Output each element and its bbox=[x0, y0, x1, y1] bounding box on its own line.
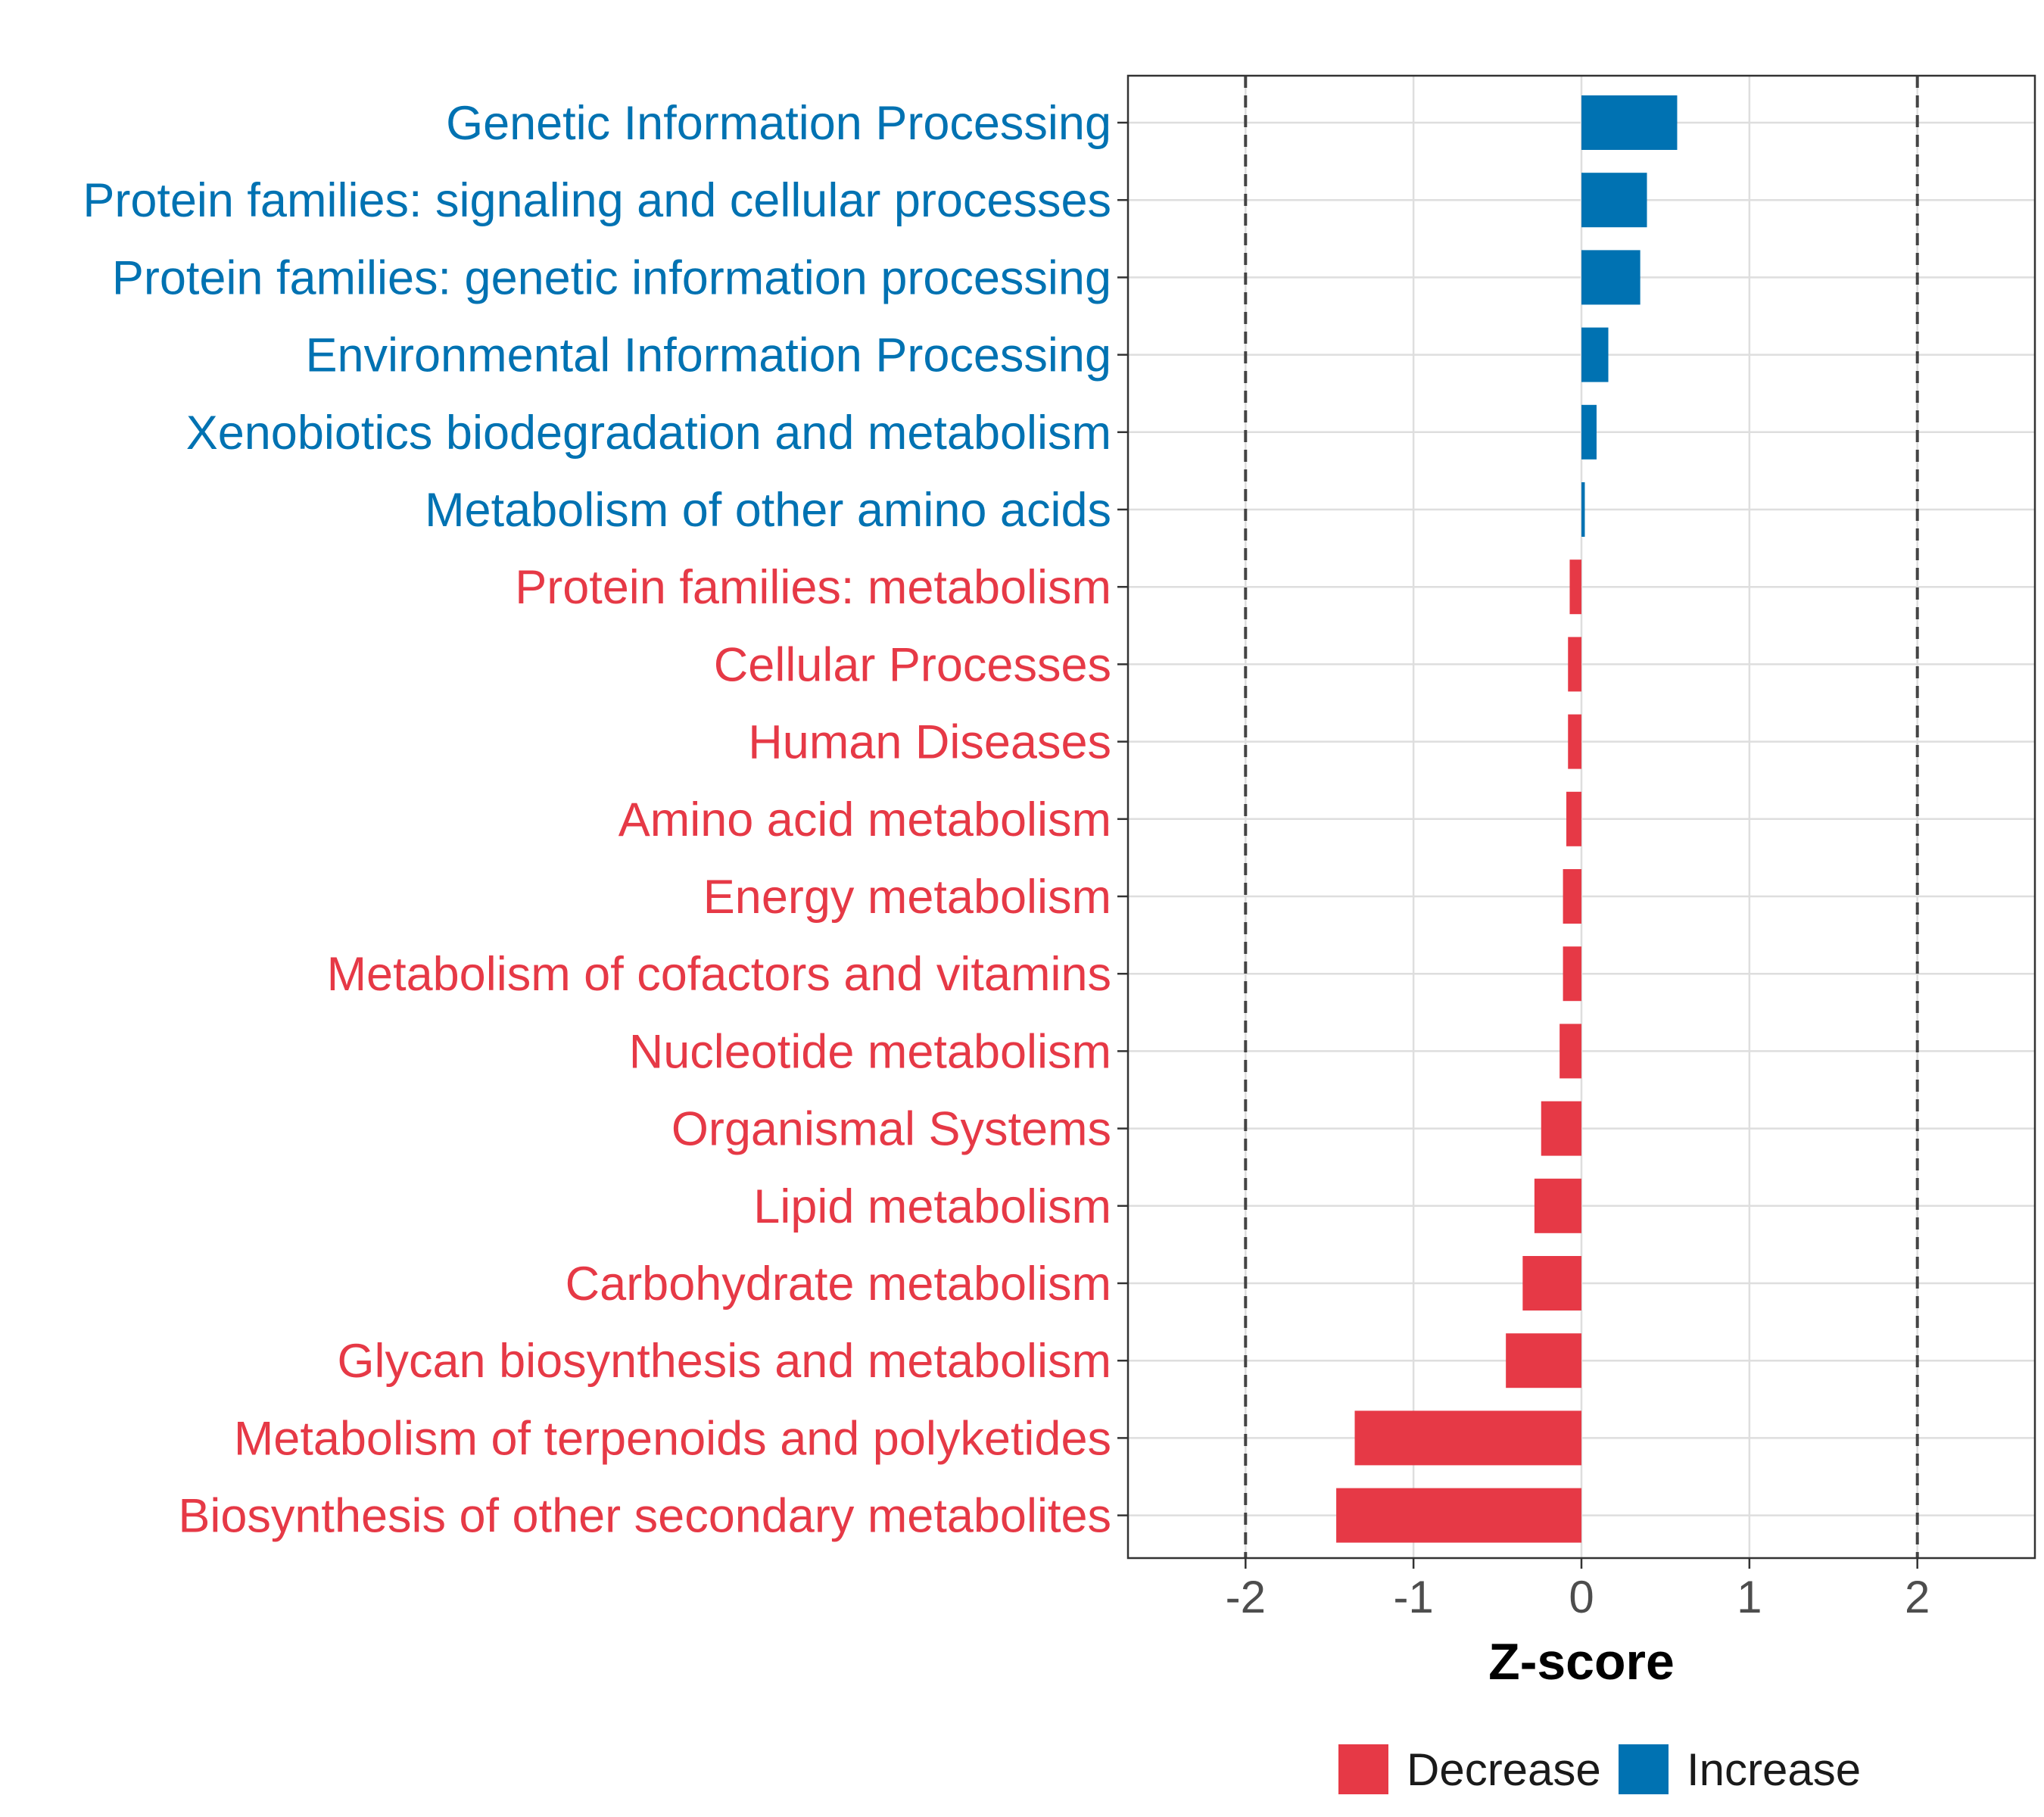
bar bbox=[1563, 946, 1581, 1002]
bar bbox=[1534, 1178, 1581, 1233]
category-label: Metabolism of terpenoids and polyketides bbox=[234, 1412, 1111, 1465]
category-label: Environmental Information Processing bbox=[305, 329, 1111, 382]
bar bbox=[1581, 404, 1597, 460]
category-label: Protein families: signaling and cellular… bbox=[83, 174, 1111, 227]
bar bbox=[1569, 559, 1581, 615]
bar bbox=[1354, 1410, 1581, 1466]
bar bbox=[1559, 1024, 1581, 1079]
legend: Decrease Increase bbox=[1338, 1744, 1861, 1795]
bar bbox=[1568, 714, 1581, 769]
category-label: Genetic Information Processing bbox=[446, 97, 1111, 150]
x-tick-label: 1 bbox=[1737, 1572, 1762, 1622]
bar bbox=[1581, 95, 1678, 150]
legend-label-decrease: Decrease bbox=[1407, 1744, 1601, 1795]
category-label: Amino acid metabolism bbox=[618, 793, 1111, 846]
category-label: Protein families: metabolism bbox=[515, 561, 1111, 614]
bar bbox=[1581, 173, 1647, 228]
x-tick-label: 2 bbox=[1905, 1572, 1930, 1622]
reference-lines bbox=[1244, 76, 1919, 1558]
legend-key-increase bbox=[1619, 1744, 1669, 1794]
bar bbox=[1506, 1333, 1581, 1388]
category-label: Metabolism of other amino acids bbox=[425, 484, 1111, 537]
category-label: Cellular Processes bbox=[714, 638, 1111, 691]
legend-label-increase: Increase bbox=[1687, 1744, 1861, 1795]
bar bbox=[1581, 250, 1640, 305]
category-label: Organismal Systems bbox=[671, 1103, 1111, 1156]
x-tick-label: -1 bbox=[1393, 1572, 1433, 1622]
category-label: Biosynthesis of other secondary metaboli… bbox=[178, 1490, 1111, 1543]
category-label: Glycan biosynthesis and metabolism bbox=[338, 1335, 1112, 1388]
bar bbox=[1522, 1256, 1581, 1311]
x-axis-ticks: -2 -1 0 1 2 bbox=[1226, 1558, 1930, 1622]
x-axis-title: Z-score bbox=[1488, 1633, 1675, 1691]
category-label: Lipid metabolism bbox=[753, 1180, 1111, 1233]
bar bbox=[1336, 1488, 1581, 1543]
bar bbox=[1566, 791, 1581, 846]
category-label: Nucleotide metabolism bbox=[629, 1025, 1111, 1078]
category-label: Protein families: genetic information pr… bbox=[112, 251, 1111, 304]
bar bbox=[1581, 327, 1609, 382]
y-axis-ticks: Genetic Information Processing Protein fa… bbox=[83, 97, 1128, 1543]
category-label: Metabolism of cofactors and vitamins bbox=[327, 948, 1111, 1001]
x-tick-label: -2 bbox=[1226, 1572, 1266, 1622]
bars bbox=[1336, 95, 1678, 1543]
category-label: Energy metabolism bbox=[703, 871, 1111, 924]
bar bbox=[1581, 482, 1585, 537]
x-tick-label: 0 bbox=[1569, 1572, 1594, 1622]
category-label: Xenobiotics biodegradation and metabolis… bbox=[186, 407, 1111, 460]
category-label: Human Diseases bbox=[748, 716, 1111, 769]
legend-key-decrease bbox=[1338, 1744, 1388, 1794]
category-label: Carbohydrate metabolism bbox=[566, 1258, 1111, 1311]
bar bbox=[1541, 1101, 1581, 1156]
bar bbox=[1568, 637, 1581, 692]
bar bbox=[1563, 869, 1581, 924]
